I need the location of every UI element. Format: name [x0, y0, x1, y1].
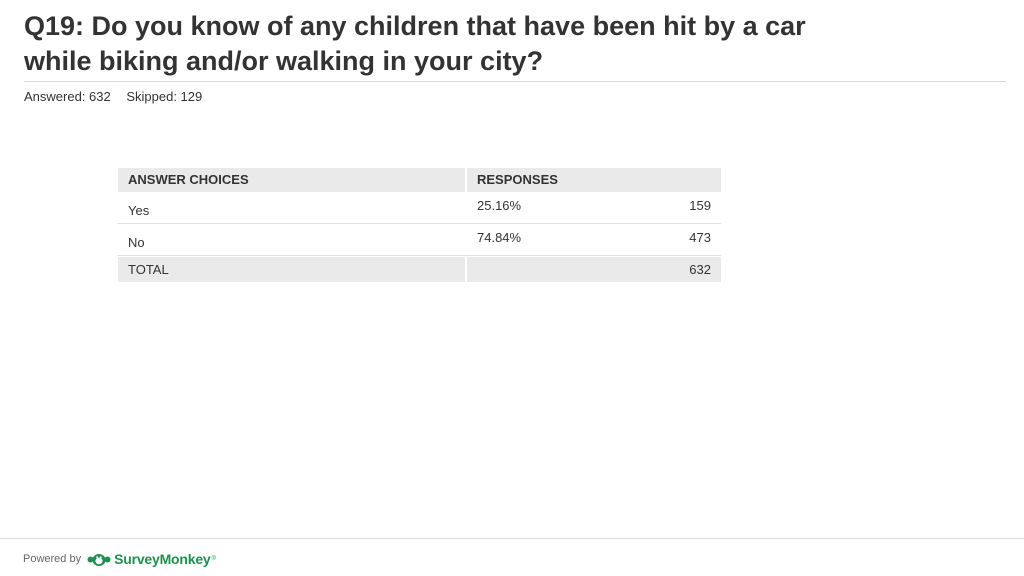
surveymonkey-logo[interactable]: SurveyMonkey ® [87, 551, 216, 567]
surveymonkey-brand-text: SurveyMonkey [114, 551, 211, 567]
question-title: Q19: Do you know of any children that ha… [24, 9, 924, 79]
answer-choice: No [128, 235, 145, 250]
table-row: Yes 25.16% 159 [118, 192, 721, 224]
table-header-row: ANSWER CHOICES RESPONSES [118, 168, 721, 192]
response-count: 159 [689, 198, 711, 213]
surveymonkey-logo-icon [87, 554, 111, 566]
question-title-line-2: while biking and/or walking in your city… [24, 46, 544, 76]
header-responses-label: RESPONSES [477, 172, 558, 187]
response-cell: 74.84% 473 [467, 224, 721, 255]
total-count: 632 [689, 262, 711, 277]
footer-divider [0, 538, 1024, 539]
header-answer-choices: ANSWER CHOICES [118, 168, 465, 192]
answer-choice: Yes [128, 203, 150, 218]
response-percent: 74.84% [477, 230, 522, 245]
registered-mark: ® [211, 556, 216, 562]
powered-by-label: Powered by [23, 553, 82, 565]
question-title-line-1: Q19: Do you know of any children that ha… [24, 11, 806, 41]
response-count: 473 [689, 230, 711, 245]
response-cell: 25.16% 159 [467, 192, 721, 223]
total-cell: 632 [467, 257, 721, 282]
header-responses: RESPONSES [467, 168, 721, 192]
footer: Powered by SurveyMonkey ® [23, 548, 216, 570]
results-table: ANSWER CHOICES RESPONSES Yes 25.16% 159 … [118, 168, 721, 282]
skipped-count: Skipped: 129 [126, 89, 203, 104]
title-divider [24, 81, 1006, 82]
table-row: No 74.84% 473 [118, 224, 721, 256]
table-total-row: TOTAL 632 [118, 257, 721, 282]
total-label: TOTAL [118, 257, 465, 282]
response-percent: 25.16% [477, 198, 522, 213]
response-stats: Answered: 632 Skipped: 129 [24, 89, 214, 105]
answered-count: Answered: 632 [24, 89, 111, 104]
